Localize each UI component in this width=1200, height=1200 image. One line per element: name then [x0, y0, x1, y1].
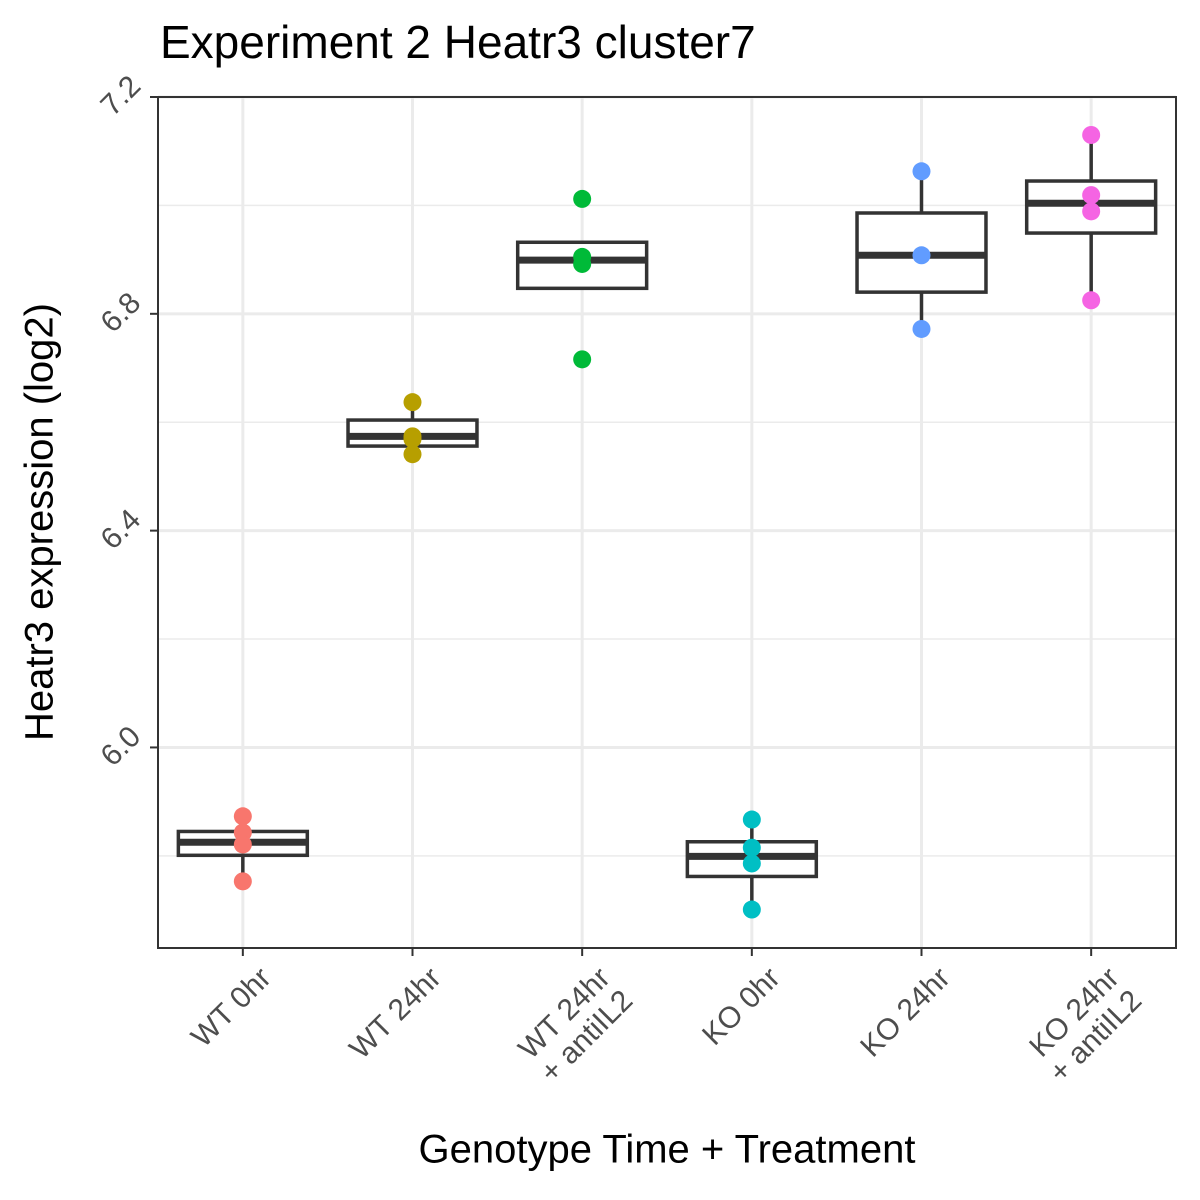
point	[233, 835, 252, 854]
point	[233, 872, 252, 891]
point	[573, 254, 592, 273]
point	[233, 807, 252, 826]
point	[403, 445, 422, 464]
point	[1082, 186, 1101, 205]
point	[573, 189, 592, 208]
x-axis-title: Genotype Time + Treatment	[419, 1128, 916, 1172]
point	[1082, 125, 1101, 144]
point	[1082, 202, 1101, 221]
chart-title: Experiment 2 Heatr3 cluster7	[160, 16, 756, 68]
point	[573, 350, 592, 369]
point	[912, 162, 931, 181]
y-axis-title: Heatr3 expression (log2)	[18, 303, 62, 741]
point	[403, 393, 422, 412]
point	[403, 430, 422, 449]
y-tick-label: 7.2	[94, 69, 147, 122]
point	[912, 319, 931, 338]
y-tick-label: 6.4	[94, 503, 147, 556]
point	[912, 246, 931, 265]
point	[1082, 291, 1101, 310]
plot-border	[157, 96, 1177, 949]
y-tick-label: 6.8	[94, 286, 147, 339]
point	[742, 900, 761, 919]
point	[742, 838, 761, 857]
y-tick-label: 6.0	[94, 720, 147, 773]
point	[742, 810, 761, 829]
point	[742, 854, 761, 873]
